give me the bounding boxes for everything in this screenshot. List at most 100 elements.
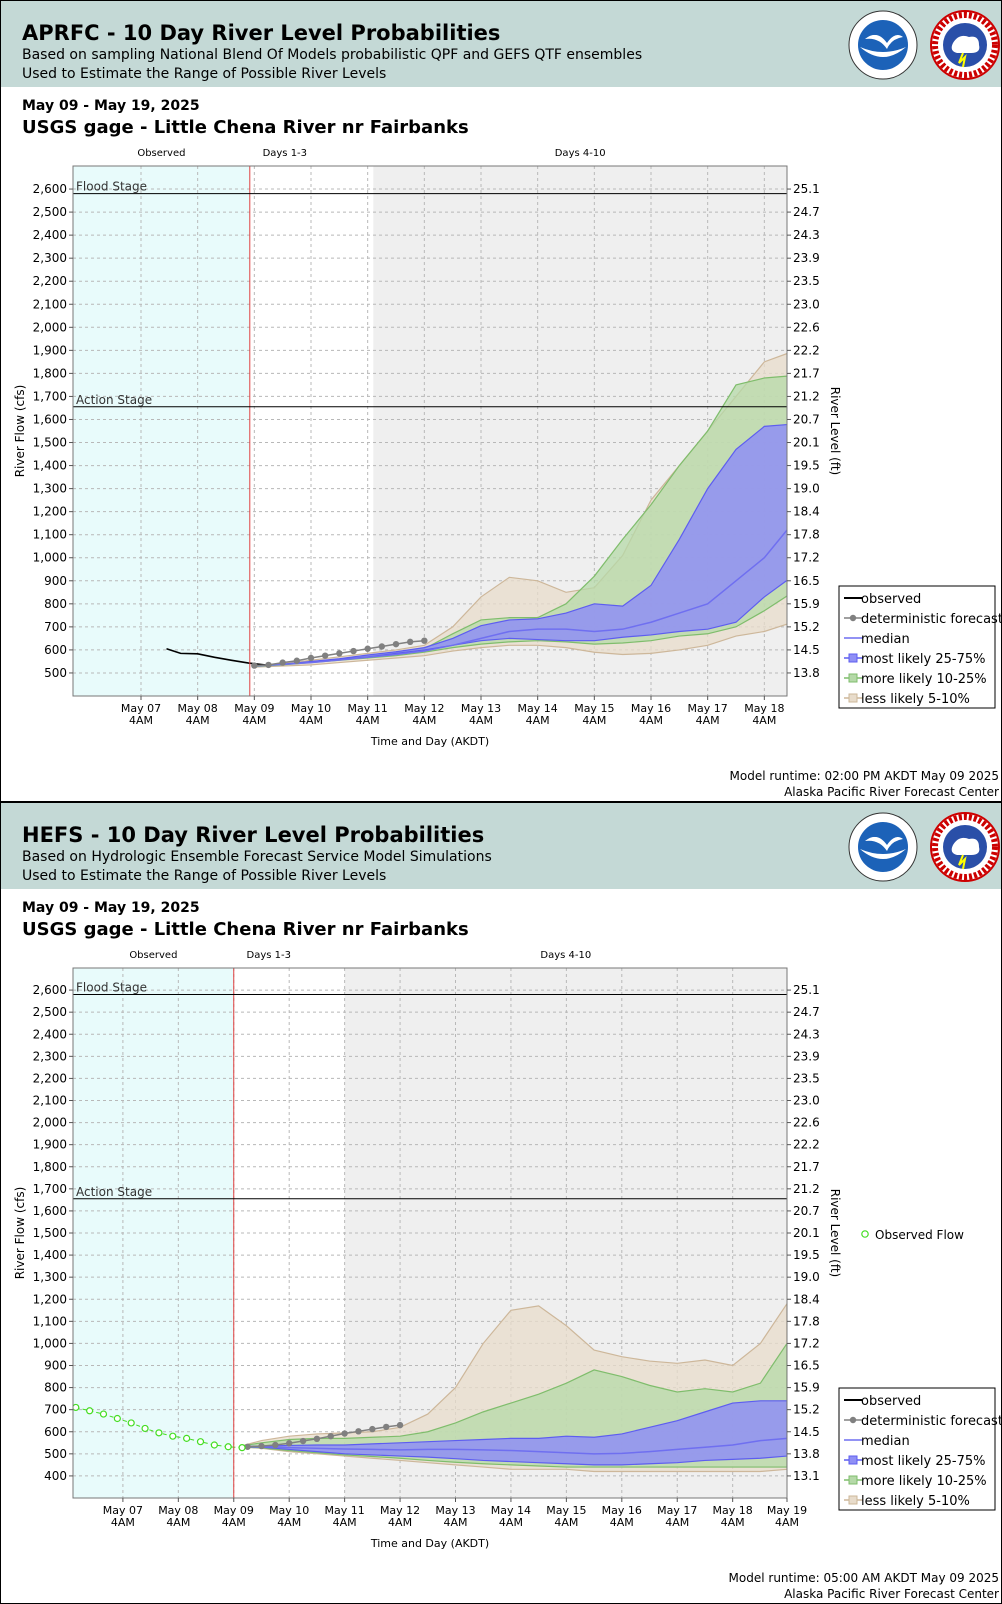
x-tick-label: May 10 [269, 1504, 309, 1517]
legend-swatch-point [849, 614, 857, 622]
legend-label: median [861, 632, 910, 647]
x-tick-label: May 17 [657, 1504, 697, 1517]
x-tick-label: 4AM [299, 714, 323, 727]
median-line [254, 528, 787, 667]
x-tick-label: 4AM [111, 1516, 135, 1529]
x-tick-label: 4AM [388, 1516, 412, 1529]
deterministic-point [350, 647, 357, 655]
y-tick-label: 1,700 [33, 389, 67, 403]
observed-flow-point [73, 1403, 80, 1412]
legend-label: observed [861, 592, 921, 607]
y-tick-label: 2,400 [33, 228, 67, 242]
observed-flow-point [169, 1432, 177, 1440]
y2-tick-label: 18.4 [793, 505, 820, 519]
y-tick-label: 2,000 [33, 1116, 67, 1130]
x-tick-label: 4AM [752, 714, 776, 727]
nws-logo-icon [930, 812, 1000, 882]
y-tick-label: 1,500 [33, 1226, 67, 1240]
y-tick-label: 700 [44, 620, 67, 634]
y2-tick-label: 14.5 [793, 1425, 820, 1439]
y-tick-label: 1,100 [33, 528, 67, 542]
date-range: May 09 - May 19, 2025 [22, 900, 200, 916]
y-tick-label: 1,900 [33, 343, 67, 357]
model-runtime: Model runtime: 05:00 AM AKDT May 09 2025 [728, 1571, 999, 1585]
x-tick-label: May 10 [291, 702, 331, 715]
y2-tick-label: 23.9 [793, 1049, 820, 1063]
deterministic-point [321, 652, 329, 659]
legend-swatch-point [849, 1416, 857, 1424]
deterministic-point [285, 1440, 293, 1447]
legend-box [838, 585, 996, 709]
median-line [244, 1437, 787, 1455]
y2-tick-label: 16.5 [793, 574, 820, 588]
svg-text:NOAA: NOAA [870, 28, 896, 37]
y-tick-label: 2,600 [33, 983, 67, 997]
y-tick-label: 500 [44, 666, 67, 680]
stage-label: Action Stage [76, 393, 152, 407]
deterministic-point [378, 643, 386, 650]
gage-name: USGS gage - Little Chena River nr Fairba… [22, 919, 469, 940]
stage-label: Flood Stage [76, 180, 147, 194]
region-label: Observed [129, 950, 177, 961]
y-tick-label: 500 [44, 1447, 67, 1461]
x-tick-label: May 09 [214, 1504, 254, 1517]
y2-tick-label: 21.7 [793, 1160, 820, 1174]
deterministic-point [251, 662, 258, 669]
y-tick-label: 2,400 [33, 1027, 67, 1041]
observed-flow-point [155, 1429, 163, 1437]
observed-flow-point [127, 1419, 135, 1427]
y2-tick-label: 22.6 [793, 1116, 820, 1130]
y-tick-label: 2,500 [33, 1005, 67, 1019]
y-tick-label: 2,000 [33, 320, 67, 334]
y2-axis-label: River Level (ft) [828, 1189, 842, 1277]
x-tick-label: May 12 [404, 702, 444, 715]
deterministic-point [293, 657, 301, 664]
forecast-center: Alaska Pacific River Forecast Center [784, 785, 999, 799]
y2-tick-label: 15.2 [793, 620, 820, 634]
x-tick-label: 4AM [665, 1516, 689, 1529]
x-axis-label: Time and Day (AKDT) [370, 1537, 489, 1550]
x-tick-label: May 11 [348, 702, 388, 715]
x-tick-label: 4AM [356, 714, 380, 727]
x-tick-label: May 15 [574, 702, 614, 715]
panel-subtitle: Based on Hydrologic Ensemble Forecast Se… [22, 849, 492, 865]
y-tick-label: 1,300 [33, 1270, 67, 1284]
y-tick-label: 600 [44, 643, 67, 657]
x-tick-label: May 11 [325, 1504, 365, 1517]
y-tick-label: 800 [44, 597, 67, 611]
y-tick-label: 2,200 [33, 1071, 67, 1085]
y-tick-label: 800 [44, 1381, 67, 1395]
date-range: May 09 - May 19, 2025 [22, 98, 200, 114]
panel-subtitle-2: Used to Estimate the Range of Possible R… [22, 868, 387, 884]
stage-label: Action Stage [76, 1185, 152, 1199]
plot-area [166, 352, 787, 669]
y2-tick-label: 19.0 [793, 1270, 820, 1284]
y2-tick-label: 22.2 [793, 343, 820, 357]
header-banner: HEFS - 10 Day River Level Probabilities … [1, 803, 1001, 889]
y-tick-label: 700 [44, 1403, 67, 1417]
x-tick-label: 4AM [412, 714, 436, 727]
y2-tick-label: 14.5 [793, 643, 820, 657]
aprfc-chart: Observed Days 1-3 Days 4-10 Flood Stage Acti… [13, 148, 1001, 748]
x-tick-label: May 07 [121, 702, 161, 715]
y-tick-label: 2,300 [33, 251, 67, 265]
y2-tick-label: 24.7 [793, 1005, 820, 1019]
x-tick-label: 4AM [721, 1516, 745, 1529]
y2-tick-label: 20.1 [793, 1226, 820, 1240]
y2-tick-label: 23.0 [793, 1094, 820, 1108]
y2-tick-label: 23.9 [793, 251, 820, 265]
deterministic-point [421, 637, 428, 644]
y-tick-label: 2,100 [33, 297, 67, 311]
y2-tick-label: 22.6 [793, 320, 820, 334]
y2-tick-label: 15.9 [793, 1381, 820, 1395]
noaa-logo-icon: NOAA [848, 10, 918, 80]
legend: observed deterministic forecast median most… [838, 1387, 1001, 1511]
y-tick-label: 1,600 [33, 412, 67, 426]
hefs-panel: HEFS - 10 Day River Level Probabilities … [0, 802, 1002, 1604]
panel-subtitle: Based on sampling National Blend Of Mode… [22, 47, 643, 63]
observed-flow-point [113, 1414, 121, 1423]
x-tick-label: May 19 [767, 1504, 807, 1517]
legend-label: Observed Flow [875, 1228, 964, 1242]
observed-flow-point [196, 1438, 205, 1446]
observed-flow-point [183, 1434, 191, 1442]
